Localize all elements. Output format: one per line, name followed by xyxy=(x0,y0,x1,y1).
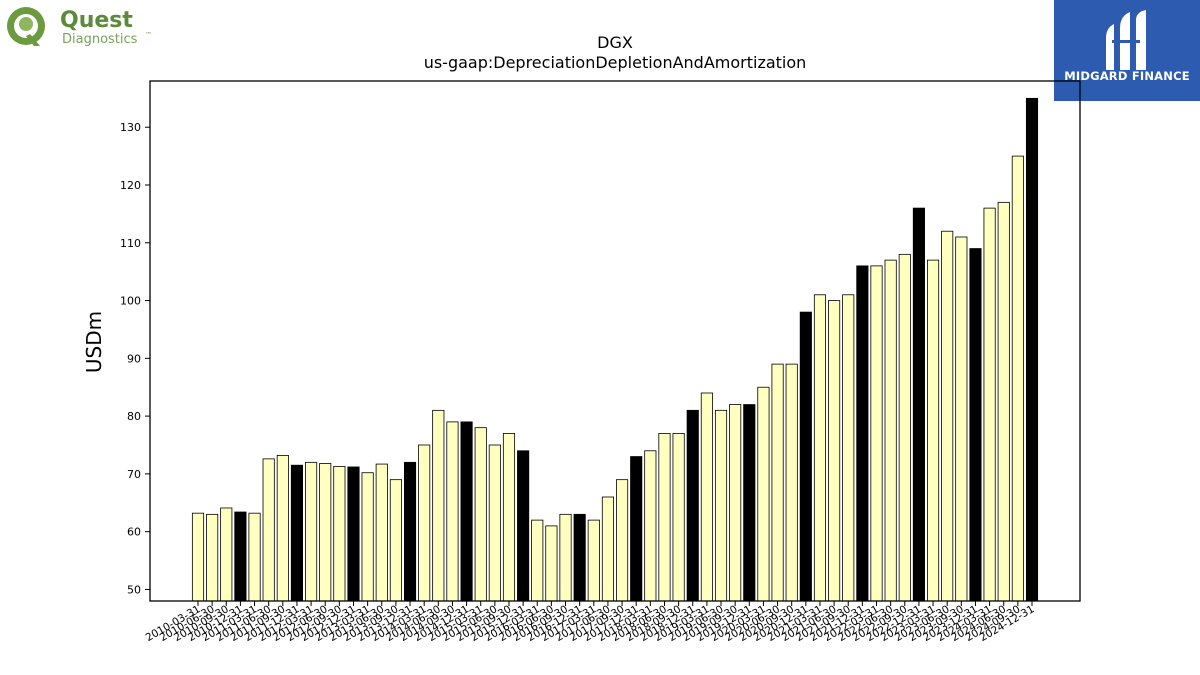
x-axis: 2010-03-312010-06-302010-09-302010-12-31… xyxy=(144,601,1037,644)
bar-2021-06-30 xyxy=(828,300,841,602)
y-axis-label: USDm xyxy=(82,311,106,373)
bar-2024-12-31 xyxy=(1025,97,1039,602)
bar-2015-12-31 xyxy=(517,450,530,602)
chart-title: DGX xyxy=(597,33,633,52)
bar-2015-09-30 xyxy=(502,433,516,602)
bar-2024-03-31 xyxy=(983,207,996,602)
bar-2023-12-31 xyxy=(969,248,982,602)
midgard-finance-logo: MIDGARD FINANCE xyxy=(1054,0,1200,101)
bar-2012-09-30 xyxy=(333,465,346,602)
bar-2010-09-30 xyxy=(220,507,233,602)
bar-2020-03-31 xyxy=(757,386,770,602)
bar-2011-09-30 xyxy=(276,454,289,602)
y-tick-label: 100 xyxy=(120,295,141,308)
trademark-mark: ™ xyxy=(145,31,152,39)
bar-2022-09-30 xyxy=(898,253,911,602)
bar-2020-09-30 xyxy=(785,363,798,602)
bar-2014-09-30 xyxy=(446,421,459,602)
bar-2014-03-31 xyxy=(418,444,431,602)
bar-2017-12-31 xyxy=(630,456,643,602)
bar-2019-03-31 xyxy=(700,392,713,602)
bar-2023-03-31 xyxy=(927,259,940,602)
bar-2020-12-31 xyxy=(799,311,812,602)
y-tick-label: 70 xyxy=(127,468,141,481)
bar-2011-03-31 xyxy=(248,512,261,602)
bar-2012-03-31 xyxy=(305,461,318,602)
bar-2013-12-31 xyxy=(403,461,417,602)
bar-2013-09-30 xyxy=(389,479,402,602)
bar-2023-06-30 xyxy=(941,230,954,602)
bar-2021-03-31 xyxy=(813,294,827,602)
bar-2010-03-31 xyxy=(191,512,205,602)
chart-subtitle: us-gaap:DepreciationDepletionAndAmortiza… xyxy=(424,53,807,72)
bar-2016-06-30 xyxy=(545,525,558,602)
bar-2017-06-30 xyxy=(601,496,614,602)
bar-2022-06-30 xyxy=(884,259,897,602)
bar-2020-06-30 xyxy=(771,363,784,602)
bar-2015-03-31 xyxy=(474,427,487,602)
bar-2015-06-30 xyxy=(488,444,501,602)
bar-2010-06-30 xyxy=(206,513,219,602)
plot-frame xyxy=(149,80,1081,602)
bar-2011-06-30 xyxy=(262,458,275,602)
bar-2018-03-31 xyxy=(644,450,657,602)
bar-2021-12-31 xyxy=(856,265,869,602)
y-tick-label: 50 xyxy=(127,583,141,596)
bar-2013-06-30 xyxy=(375,463,388,602)
bar-2018-06-30 xyxy=(658,433,671,602)
midgard-logo-icon xyxy=(1106,10,1146,70)
quest-diagnostics-logo: Quest Diagnostics ™ xyxy=(4,4,164,52)
y-tick-label: 110 xyxy=(120,237,141,250)
bar-2014-06-30 xyxy=(432,409,445,602)
bar-2016-03-31 xyxy=(531,519,544,602)
bar-2018-12-31 xyxy=(686,409,699,602)
diagnostics-logo-text: Diagnostics xyxy=(62,32,138,47)
bar-2014-12-31 xyxy=(460,421,473,602)
bar-2023-09-30 xyxy=(955,236,968,602)
bar-2013-03-31 xyxy=(361,472,374,602)
bar-2011-12-31 xyxy=(290,464,304,602)
bar-2012-06-30 xyxy=(319,463,332,602)
bar-2016-09-30 xyxy=(559,513,572,602)
bar-2019-12-31 xyxy=(743,404,756,602)
bar-2024-09-30 xyxy=(1011,155,1024,602)
bar-2010-12-31 xyxy=(234,511,247,602)
bar-2017-03-31 xyxy=(587,519,600,602)
y-tick-label: 90 xyxy=(127,352,141,365)
bar-2018-09-30 xyxy=(672,433,685,602)
bars-group xyxy=(191,97,1039,602)
y-tick-label: 60 xyxy=(127,526,141,539)
bar-2022-03-31 xyxy=(870,265,883,602)
midgard-logo-text: MIDGARD FINANCE xyxy=(1064,69,1190,83)
y-tick-label: 130 xyxy=(120,121,141,134)
bar-2024-06-30 xyxy=(997,201,1010,602)
y-tick-label: 80 xyxy=(127,410,141,423)
bar-2017-09-30 xyxy=(616,479,629,602)
bar-2019-09-30 xyxy=(729,404,742,602)
bar-2022-12-31 xyxy=(912,207,925,602)
bar-2021-09-30 xyxy=(842,294,855,602)
y-axis: 50 60 70 80 90 100 110 120 130 xyxy=(120,121,150,596)
quest-logo-text: Quest xyxy=(60,8,133,33)
bar-2016-12-31 xyxy=(573,513,586,602)
bar-2019-06-30 xyxy=(714,409,728,602)
y-tick-label: 120 xyxy=(120,179,141,192)
bar-2012-12-31 xyxy=(347,466,360,602)
